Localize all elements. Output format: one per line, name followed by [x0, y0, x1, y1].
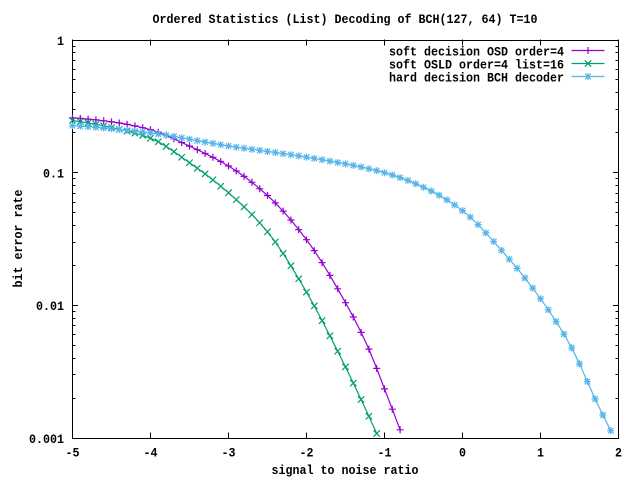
svg-text:2: 2 — [615, 446, 622, 461]
svg-text:soft OSLD order=4 list=16: soft OSLD order=4 list=16 — [389, 57, 564, 72]
svg-text:0.1: 0.1 — [43, 166, 64, 181]
svg-text:-1: -1 — [378, 446, 392, 461]
svg-text:0.001: 0.001 — [29, 432, 64, 447]
svg-text:-2: -2 — [300, 446, 314, 461]
svg-text:1: 1 — [537, 446, 544, 461]
svg-text:soft decision OSD order=4: soft decision OSD order=4 — [389, 44, 564, 59]
svg-text:-3: -3 — [222, 446, 236, 461]
svg-text:bit error rate: bit error rate — [11, 189, 26, 287]
svg-text:signal to noise ratio: signal to noise ratio — [272, 463, 419, 478]
svg-text:Ordered Statistics (List) Deco: Ordered Statistics (List) Decoding of BC… — [153, 12, 538, 27]
svg-text:0: 0 — [459, 446, 466, 461]
svg-text:-5: -5 — [66, 446, 80, 461]
svg-text:-4: -4 — [144, 446, 158, 461]
svg-text:0.01: 0.01 — [36, 299, 64, 314]
svg-text:1: 1 — [57, 34, 64, 49]
svg-text:hard decision BCH decoder: hard decision BCH decoder — [389, 70, 564, 85]
